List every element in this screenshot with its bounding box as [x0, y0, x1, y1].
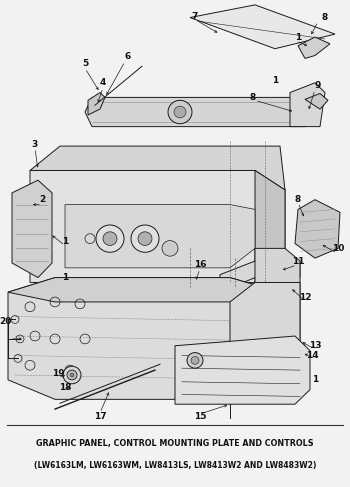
Polygon shape [85, 97, 310, 127]
Polygon shape [8, 278, 280, 399]
Polygon shape [255, 248, 300, 360]
Text: 6: 6 [125, 52, 131, 61]
Text: 14: 14 [306, 351, 318, 360]
Text: 4: 4 [100, 78, 106, 87]
Text: 1: 1 [312, 375, 318, 384]
Circle shape [70, 373, 74, 377]
Circle shape [138, 232, 152, 245]
Bar [234, 351, 246, 364]
Text: 11: 11 [292, 257, 304, 265]
Text: 8: 8 [322, 13, 328, 22]
Text: 8: 8 [250, 93, 256, 102]
Circle shape [168, 100, 192, 124]
Text: 10: 10 [332, 244, 344, 253]
Text: 1: 1 [62, 273, 68, 282]
Polygon shape [220, 261, 300, 292]
Circle shape [131, 225, 159, 252]
Polygon shape [295, 200, 340, 258]
Polygon shape [175, 336, 310, 404]
Polygon shape [30, 146, 285, 190]
Polygon shape [230, 282, 300, 380]
Circle shape [174, 106, 186, 118]
Circle shape [103, 232, 117, 245]
Circle shape [67, 370, 77, 380]
Text: 2: 2 [39, 195, 45, 204]
Text: 16: 16 [194, 261, 206, 269]
Polygon shape [298, 37, 330, 58]
Polygon shape [305, 94, 328, 109]
Circle shape [162, 241, 178, 256]
Polygon shape [30, 170, 285, 282]
Text: 3: 3 [32, 140, 38, 149]
Text: 1: 1 [295, 33, 301, 41]
Text: 13: 13 [309, 341, 321, 350]
Text: 19: 19 [52, 369, 64, 377]
Text: (LW6163LM, LW6163WM, LW8413LS, LW8413W2 AND LW8483W2): (LW6163LM, LW6163WM, LW8413LS, LW8413W2 … [34, 461, 316, 470]
Polygon shape [88, 93, 105, 115]
Polygon shape [290, 83, 325, 127]
Polygon shape [255, 170, 285, 282]
Text: 15: 15 [194, 412, 206, 421]
Bar [209, 351, 221, 364]
Text: 5: 5 [82, 59, 88, 68]
Text: 17: 17 [94, 412, 106, 421]
Circle shape [63, 366, 81, 384]
Text: 12: 12 [299, 293, 311, 301]
Text: 1: 1 [62, 237, 68, 246]
Polygon shape [65, 205, 255, 268]
Text: 7: 7 [192, 12, 198, 21]
Circle shape [191, 356, 199, 364]
Circle shape [187, 353, 203, 368]
Text: 8: 8 [295, 195, 301, 204]
Polygon shape [8, 278, 280, 302]
Bar [189, 351, 201, 364]
Text: GRAPHIC PANEL, CONTROL MOUNTING PLATE AND CONTROLS: GRAPHIC PANEL, CONTROL MOUNTING PLATE AN… [36, 439, 314, 448]
Circle shape [96, 225, 124, 252]
Polygon shape [12, 180, 52, 278]
Text: 9: 9 [315, 81, 321, 90]
Text: 20: 20 [0, 317, 11, 326]
Text: 1: 1 [272, 76, 278, 85]
Polygon shape [190, 5, 335, 49]
Text: 18: 18 [59, 383, 71, 392]
Bar [256, 351, 268, 364]
